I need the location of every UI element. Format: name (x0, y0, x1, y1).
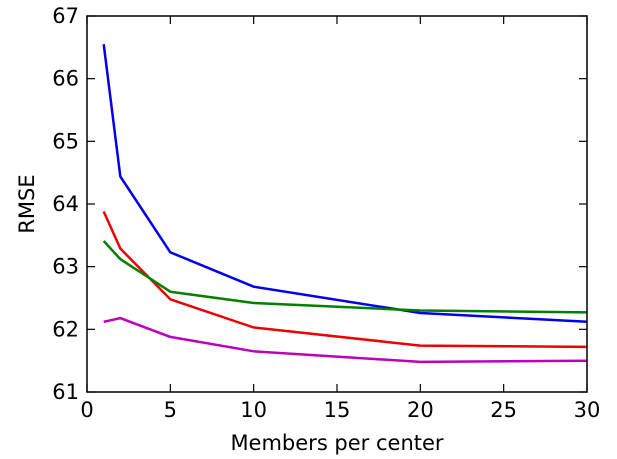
y-tick-label: 61 (52, 380, 79, 404)
series-layer (102, 44, 588, 364)
series-line-2 (102, 210, 588, 349)
y-tick-label: 65 (52, 129, 79, 153)
x-tick-label: 25 (490, 398, 517, 422)
y-tick-label: 64 (52, 192, 79, 216)
y-tick-label: 62 (52, 317, 79, 341)
y-tick-label: 67 (52, 4, 79, 28)
y-tick-label: 63 (52, 255, 79, 279)
series-line-4 (103, 316, 588, 364)
x-tick-label: 15 (324, 398, 351, 422)
y-axis-title: RMSE (15, 174, 39, 233)
x-tick-label: 10 (240, 398, 267, 422)
series-line-1 (102, 44, 588, 324)
x-tick-label: 0 (80, 398, 93, 422)
x-tick-label: 30 (574, 398, 601, 422)
x-axis-title: Members per center (230, 431, 443, 455)
x-tick-label: 20 (407, 398, 434, 422)
series-line-3 (102, 240, 588, 314)
y-tick-label: 66 (52, 67, 79, 91)
x-tick-label: 5 (164, 398, 177, 422)
ticks-layer: 0 5 10 15 20 25 30 61 62 63 64 65 66 67 (52, 4, 600, 422)
